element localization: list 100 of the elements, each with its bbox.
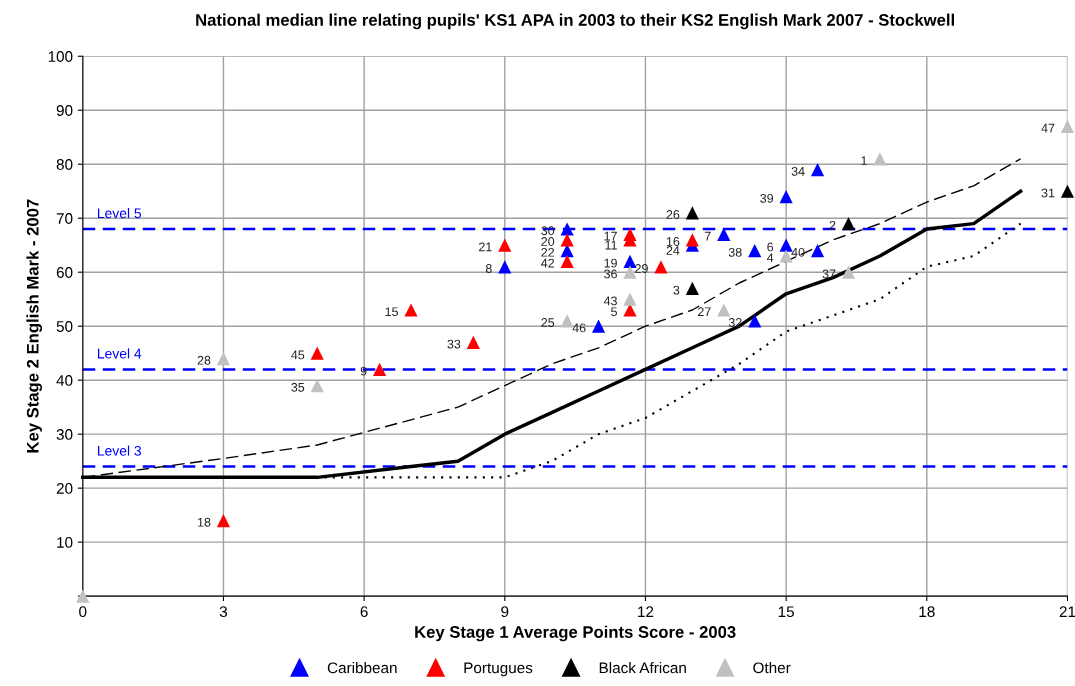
point [498,260,512,274]
x-axis-title: Key Stage 1 Average Points Score - 2003 [415,625,736,642]
point [466,335,480,349]
annotation: 7 [704,231,711,241]
annotation: 37 [822,269,836,279]
point [560,254,574,268]
x-tick-label: 6 [360,606,368,618]
point [560,233,574,247]
point [654,260,668,274]
y-tick-label: 70 [56,213,73,224]
annotation: 42 [541,258,555,268]
point [404,303,418,317]
y-axis-title: Key Stage 2 English Mark - 2007 [26,199,43,453]
annotation: 36 [604,269,617,279]
point [560,222,574,236]
point [623,254,637,268]
legend-label: Caribbean [327,662,397,674]
point [779,249,793,263]
annotation: 43 [603,296,617,306]
point [748,244,762,258]
point [560,314,574,328]
annotation: 15 [385,307,398,317]
annotation: 11 [605,240,617,250]
y-tick-label: 50 [56,321,73,332]
annotation: 33 [447,339,461,349]
y-tick-label: 80 [56,159,73,170]
x-tick-label: 18 [919,606,935,618]
point [216,513,231,528]
annotation: 24 [666,246,680,255]
annotation: 32 [728,318,742,327]
point [310,378,324,393]
annotation: 18 [198,517,211,527]
annotation: 35 [291,382,305,392]
x-tick-label: 9 [501,606,509,618]
point [216,352,231,366]
point [76,589,90,603]
annotation: 5 [611,307,617,317]
ref-line-label: Level 5 [97,207,142,219]
legend-label: Portugues [464,662,533,677]
point [717,227,731,241]
x-tick-label: 21 [1059,606,1075,617]
annotation: 31 [1041,188,1055,198]
point [623,303,637,317]
point [779,190,793,204]
annotation: 9 [360,366,367,376]
y-tick-label: 90 [56,105,73,116]
point [748,314,762,328]
legend-label: Other [753,662,791,674]
point [810,163,825,177]
annotation: 19 [604,258,617,268]
point [685,206,699,220]
annotation: 34 [791,166,805,176]
x-tick-label: 12 [638,606,654,617]
point [685,281,699,295]
annotation: 20 [541,237,555,246]
ref-line-label: Level 3 [97,445,142,456]
point [810,244,825,258]
annotation: 28 [197,355,211,365]
annotation: 3 [673,285,680,295]
point [623,292,637,306]
annotation: 8 [485,264,492,273]
chart-title: National median line relating pupils' KS1 APA in 2003 to their KS2 English Mark 2007 - Stockwell [196,13,954,30]
y-tick-label: 60 [56,267,73,278]
x-tick-label: 0 [79,606,87,618]
point [1060,119,1075,134]
point [560,244,574,258]
y-tick-label: 100 [48,51,73,62]
annotation: 38 [728,247,742,257]
point [685,233,699,247]
point [841,217,856,231]
annotation: 47 [1041,123,1055,133]
legend-label: Black African [599,662,686,674]
annotation: 27 [697,307,711,317]
annotation: 1 [861,156,867,165]
annotation: 46 [572,323,586,333]
x-tick-label: 3 [219,606,228,618]
ref-line-label: Level 4 [97,348,142,359]
point [779,238,793,252]
point [373,362,387,376]
y-tick-label: 10 [57,537,73,548]
annotation: 26 [666,210,680,219]
y-tick-label: 20 [56,483,73,494]
annotation: 45 [291,350,305,360]
annotation: 16 [666,237,680,246]
point [591,319,606,333]
point [841,265,856,279]
annotation: 17 [604,231,617,241]
point [310,346,324,360]
annotation: 6 [767,242,774,252]
x-tick-label: 15 [778,606,794,618]
y-tick-label: 40 [56,375,73,386]
point [623,265,637,279]
annotation: 4 [766,253,774,263]
annotation: 29 [635,264,648,273]
point [717,303,731,317]
annotation: 22 [541,247,555,257]
point [1060,184,1075,198]
annotation: 2 [829,220,836,230]
annotation: 39 [760,193,774,203]
annotation: 25 [541,318,555,327]
